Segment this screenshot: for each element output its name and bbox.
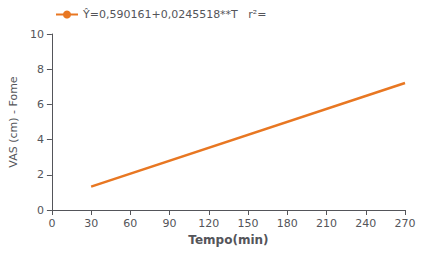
svg-text:210: 210 (316, 217, 337, 230)
svg-text:120: 120 (198, 217, 219, 230)
svg-text:0: 0 (37, 204, 44, 217)
svg-text:270: 270 (395, 217, 416, 230)
svg-text:60: 60 (123, 217, 137, 230)
svg-text:Ŷ=0,590161+0,0245518**T r²=: Ŷ=0,590161+0,0245518**T r²= (82, 8, 266, 21)
svg-text:6: 6 (37, 98, 44, 111)
svg-text:30: 30 (84, 217, 98, 230)
svg-text:4: 4 (37, 133, 44, 146)
svg-text:VAS (cm) - Fome: VAS (cm) - Fome (7, 76, 20, 168)
svg-text:10: 10 (30, 28, 44, 41)
svg-text:2: 2 (37, 168, 44, 181)
svg-text:8: 8 (37, 63, 44, 76)
svg-text:0: 0 (48, 217, 55, 230)
svg-text:90: 90 (163, 217, 177, 230)
svg-text:240: 240 (355, 217, 376, 230)
svg-text:150: 150 (238, 217, 259, 230)
svg-text:Tempo(min): Tempo(min) (188, 233, 268, 247)
svg-text:180: 180 (277, 217, 298, 230)
